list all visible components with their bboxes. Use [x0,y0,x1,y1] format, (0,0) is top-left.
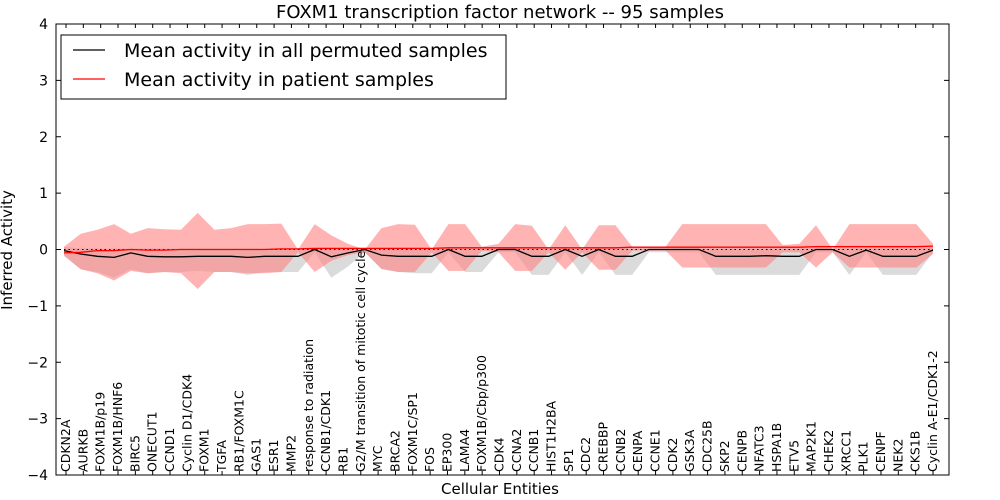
chart-title: FOXM1 transcription factor network -- 95… [276,2,724,23]
x-tick-label: CDC25B [700,420,715,472]
x-tick-label: RB1/FOXM1C [231,390,246,472]
confidence-bands [64,212,933,289]
x-tick-label: CCNE1 [648,429,663,472]
x-tick-label: NEK2 [890,439,905,472]
x-tick-label: LAMA4 [457,429,472,472]
x-tick-label: TGFA [214,440,229,473]
x-axis-label: Cellular Entities [441,480,559,498]
line-permuted-mean [63,248,934,259]
x-tick-label: CCND1 [162,428,177,472]
x-tick-label: BRCA2 [387,430,402,472]
x-tick-label: CDK4 [492,437,507,472]
y-tick-label: 2 [39,130,48,146]
x-tick-label: G2/M transition of mitotic cell cycle [353,250,368,472]
x-tick-label: CDKN2A [58,419,73,472]
x-tick-label: CDK2 [665,437,680,472]
x-tick-label: RB1 [335,447,350,472]
x-tick-label: PLK1 [856,441,871,472]
y-tick-label: 4 [39,17,48,33]
x-tick-label: FOXM1B/Cbp/p300 [474,355,489,472]
x-tick-label: BIRC5 [127,435,142,472]
x-tick-label: CENPB [734,430,749,472]
y-axis-ticks: 4 3 2 1 0 −1 −2 −3 −4 [27,17,949,484]
y-tick-label: 1 [39,186,48,202]
x-tick-label: CCNB1/CDK1 [318,390,333,472]
x-tick-label: ESR1 [266,440,281,472]
x-tick-label: CCNB1 [526,429,541,472]
x-tick-label: FOXM1 [197,428,212,472]
x-tick-label: MAP2K1 [804,421,819,472]
x-tick-label: HSPA1B [769,423,784,472]
y-tick-label: 3 [39,73,48,89]
x-tick-label: ONECUT1 [145,411,160,472]
x-tick-label: FOXM1B/p19 [93,392,108,472]
x-tick-label: MMP2 [283,435,298,472]
legend-box [60,34,507,100]
x-axis-ticks: CDKN2A AURKB FOXM1B/p19 FOXM1B/HNF6 BIRC5 ONE… [58,24,940,475]
x-tick-label: CENPF [873,431,888,472]
y-tick-label: −2 [27,355,48,371]
y-tick-label: −4 [27,468,48,484]
x-tick-label: SKP2 [717,440,732,472]
x-tick-label: Cyclin A-E1/CDK1-2 [925,350,940,472]
x-tick-label: SP1 [561,449,576,472]
x-tick-label: CHEK2 [821,430,836,472]
y-tick-label: −1 [27,299,48,315]
x-tick-label: AURKB [75,429,90,472]
series-lines [63,245,934,259]
x-tick-label: XRCC1 [838,430,853,472]
x-tick-label: ETV5 [786,440,801,472]
x-tick-label: NFATC3 [752,425,767,472]
band-patient [64,212,933,289]
legend-label-patient: Mean activity in patient samples [124,69,434,91]
legend-label-permuted: Mean activity in all permuted samples [124,40,487,62]
x-tick-label: GAS1 [249,438,264,472]
x-tick-label: FOS [422,447,437,472]
x-tick-label: Cyclin D1/CDK4 [179,374,194,472]
x-tick-label: HIST1H2BA [544,400,559,472]
x-tick-label: CDC2 [578,437,593,472]
y-tick-label: −3 [27,412,48,428]
x-tick-label: CREBBP [596,422,611,472]
x-tick-label: CENPA [630,430,645,472]
x-tick-label: MYC [370,445,385,472]
x-tick-label: FOXM1B/HNF6 [110,382,125,472]
x-tick-label: CCNB2 [613,429,628,472]
y-tick-label: 0 [39,243,48,259]
legend: Mean activity in all permuted samples Me… [60,34,507,100]
x-tick-label: EP300 [439,433,454,472]
y-axis-label: Inferred Activity [0,190,16,310]
line-patient-mean [63,245,934,254]
x-tick-label: CCNA2 [509,429,524,472]
x-tick-label: FOXM1C/SP1 [405,392,420,472]
x-tick-label: CKS1B [908,431,923,472]
x-tick-label: response to radiation [301,339,316,472]
x-tick-label: GSK3A [682,429,697,472]
